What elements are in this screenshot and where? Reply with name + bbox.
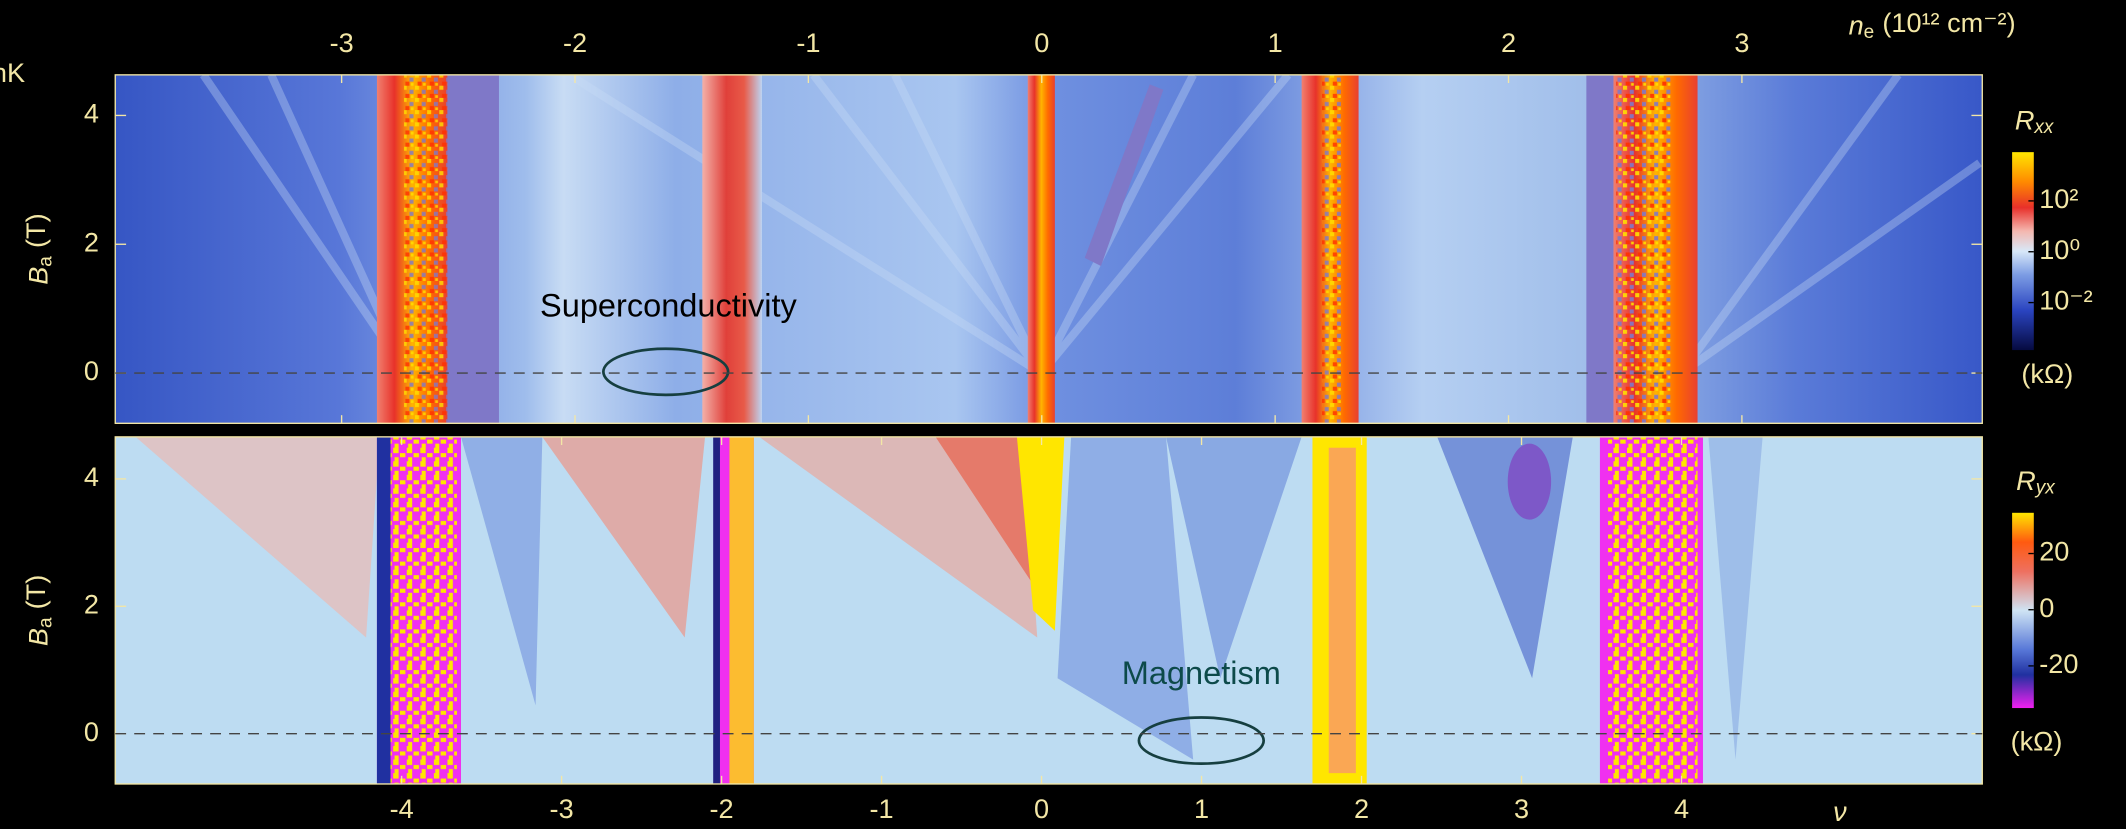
x-tick-label: 2 <box>1354 793 1369 824</box>
y-tick-label: 0 <box>84 355 99 386</box>
x-tick-label: 3 <box>1514 793 1529 824</box>
x-tick-label: -4 <box>390 793 414 824</box>
colorbar-bottom <box>2012 512 2034 709</box>
colorbar-label: Rxx <box>2015 104 2055 138</box>
annotation: Magnetism <box>1122 655 1281 691</box>
x-tick-label: -3 <box>550 793 574 824</box>
annotation: Superconductivity <box>540 288 798 324</box>
label-symbol: R <box>2015 104 2035 135</box>
x-tick-label: 2 <box>1501 27 1516 58</box>
colorbar-tick-label: 20 <box>2039 536 2069 567</box>
colorbar-tick-label: 10² <box>2039 183 2078 214</box>
label-symbol: ν <box>1833 796 1847 827</box>
colorbar-unit: (kΩ) <box>2011 725 2063 756</box>
x-tick-label: 1 <box>1268 27 1283 58</box>
x-tick-label: -1 <box>870 793 894 824</box>
y-tick-label: 0 <box>84 716 99 747</box>
y-axis-label: Ba (T) <box>20 213 56 284</box>
x-tick-label: 0 <box>1034 793 1049 824</box>
colorbar-tick-label: 10⁻² <box>2039 285 2092 316</box>
label-unit: (10¹² cm⁻²) <box>1882 7 2015 38</box>
x-tick-label: 4 <box>1674 793 1689 824</box>
x-axis-label: ν <box>1833 796 1847 827</box>
label-symbol: n <box>1849 10 1864 41</box>
label-symbol: B <box>23 267 54 285</box>
label-subscript: yx <box>2034 478 2056 499</box>
label-subscript: e <box>1864 22 1875 43</box>
x-tick-label: -2 <box>710 793 734 824</box>
colorbar-label: Ryx <box>2016 465 2056 499</box>
y-tick-label: 4 <box>84 461 99 492</box>
label-symbol: R <box>2016 465 2036 496</box>
x-tick-label: 0 <box>1034 27 1049 58</box>
colorbar-tick-label: -20 <box>2039 648 2078 679</box>
y-axis-label: Ba (T) <box>20 575 56 646</box>
frame-top <box>114 74 1983 424</box>
colorbar-tick-label: 0 <box>2039 592 2054 623</box>
clipped-label: nK <box>0 57 25 88</box>
y-tick-label: 2 <box>84 226 99 257</box>
x-tick-label: -2 <box>563 27 587 58</box>
heatmap-top <box>115 74 1983 424</box>
colorbar-unit: (kΩ) <box>2021 358 2073 389</box>
label-subscript: a <box>35 617 56 628</box>
label-subscript: a <box>35 256 56 267</box>
label-symbol: B <box>23 628 54 646</box>
x-tick-label: -3 <box>330 27 354 58</box>
x-tick-label: -1 <box>796 27 820 58</box>
annotation-ellipse <box>1137 716 1266 765</box>
label-unit: (T) <box>20 213 51 248</box>
y-tick-label: 2 <box>84 588 99 619</box>
x-tick-label: 1 <box>1194 793 1209 824</box>
heatmap-bottom <box>115 436 1983 784</box>
frame-bottom <box>114 436 1983 785</box>
annotation-ellipse <box>602 347 730 397</box>
colorbar-top <box>2012 152 2034 351</box>
colorbar-tick-label: 10⁰ <box>2039 234 2080 265</box>
y-tick-label: 4 <box>84 98 99 129</box>
x-axis-label: ne (10¹² cm⁻²) <box>1849 7 2016 43</box>
label-subscript: xx <box>2033 117 2054 138</box>
x-tick-label: 3 <box>1734 27 1749 58</box>
label-unit: (T) <box>20 575 51 610</box>
